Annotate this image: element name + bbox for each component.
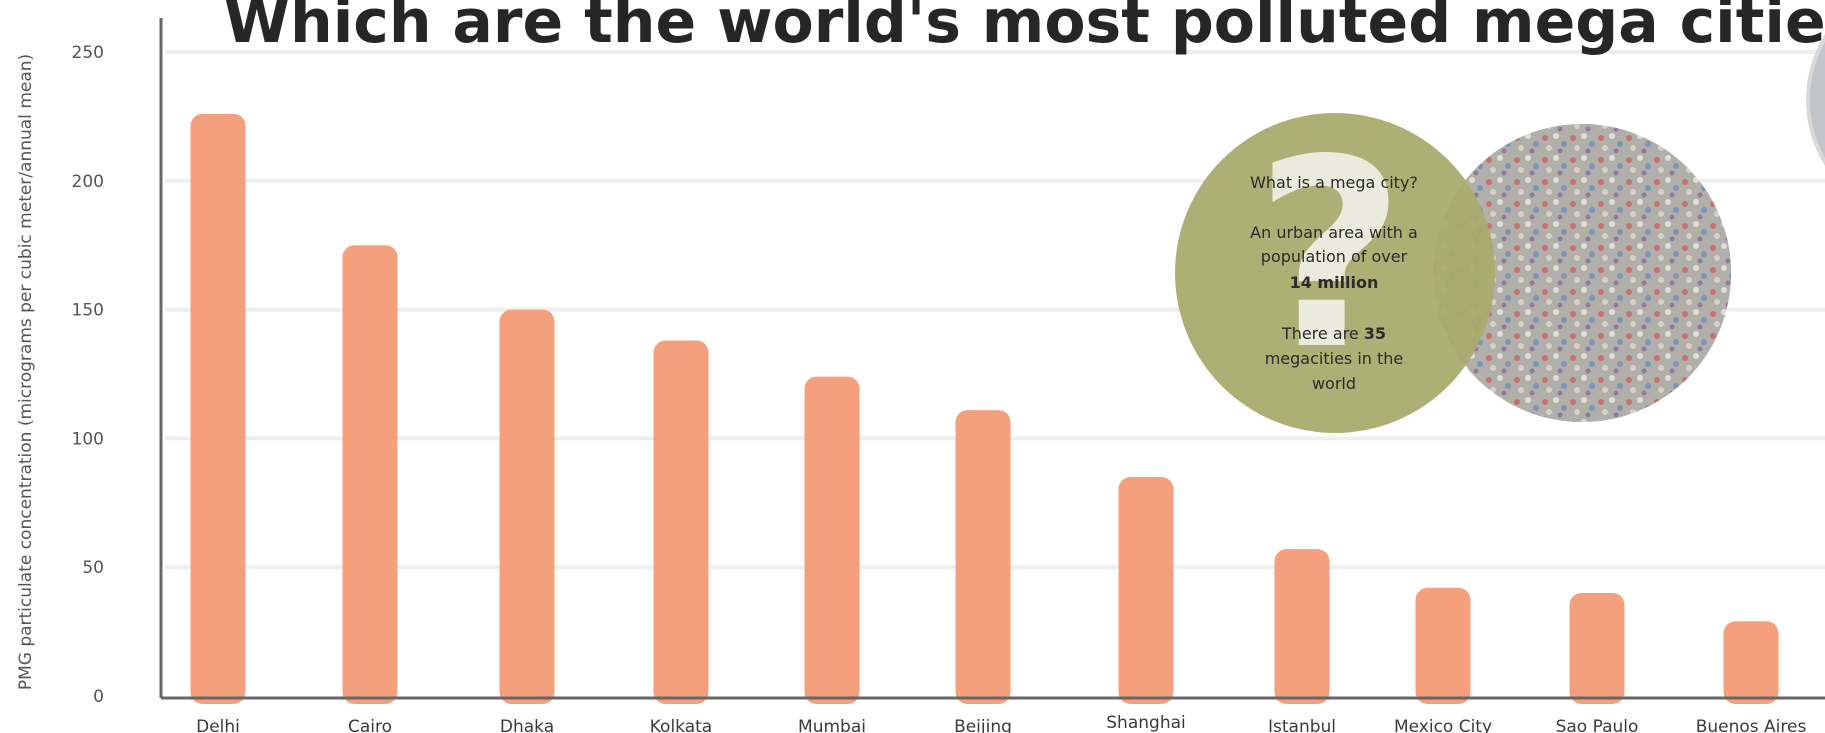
x-tick-label: Mexico City (1394, 717, 1492, 733)
bar-delhi (190, 113, 246, 705)
bar-shanghai (1118, 477, 1174, 704)
info-line-5: world (1312, 374, 1356, 393)
info-bubble-circle (1175, 113, 1495, 433)
info-highlight-population: 14 million (1290, 273, 1379, 292)
bar-dhaka (499, 309, 555, 704)
info-line-2: population of over (1261, 247, 1408, 266)
bar-buenos-aires (1723, 621, 1779, 704)
y-axis-ticks: 0 50 100 150 200 250 (72, 43, 104, 707)
bar-cairo (342, 245, 398, 704)
edge-circle (1806, 34, 1825, 166)
y-tick-label: 250 (72, 43, 104, 63)
bar-mexico-city (1415, 587, 1471, 704)
bar-kolkata (653, 340, 709, 704)
bar-beijing (955, 410, 1011, 704)
y-tick-label: 200 (72, 172, 104, 192)
info-line-1: An urban area with a (1250, 223, 1418, 242)
info-bubble: ? What is a mega city? An urban area wit… (1175, 105, 1495, 433)
x-tick-label: Shanghai (1106, 713, 1185, 733)
x-tick-label: Mumbai (798, 717, 866, 733)
y-axis-label: PMG particulate concentration (microgram… (16, 54, 36, 690)
info-highlight-count: 35 (1364, 324, 1386, 343)
info-line-3-text: There are (1281, 324, 1364, 343)
info-line-3: There are 35 (1281, 324, 1386, 343)
x-tick-label: Buenos Aires (1696, 717, 1807, 733)
x-tick-label: Kolkata (650, 717, 712, 733)
x-tick-label: Istanbul (1268, 717, 1336, 733)
question-mark-icon: ? (1255, 105, 1406, 407)
x-tick-label: Beijing (954, 717, 1012, 733)
y-tick-label: 150 (72, 301, 104, 321)
bar-sao-paulo (1569, 592, 1625, 704)
x-tick-label: Cairo (348, 717, 392, 733)
x-axis-labels: Delhi Cairo Dhaka Kolkata Mumbai Beijing Shang… (196, 713, 1806, 733)
bar-istanbul (1274, 549, 1330, 704)
info-heading: What is a mega city? (1250, 173, 1418, 192)
x-tick-label: Delhi (196, 717, 240, 733)
chart-title: Which are the world's most polluted mega… (224, 0, 1825, 57)
x-tick-label: Dhaka (500, 717, 554, 733)
bar-mumbai (804, 376, 860, 704)
y-tick-label: 50 (82, 558, 104, 578)
info-line-4: megacities in the (1265, 349, 1404, 368)
x-tick-label: Sao Paulo (1556, 717, 1639, 733)
y-tick-label: 100 (72, 429, 104, 449)
bars (190, 113, 1779, 705)
y-tick-label: 0 (93, 687, 104, 707)
